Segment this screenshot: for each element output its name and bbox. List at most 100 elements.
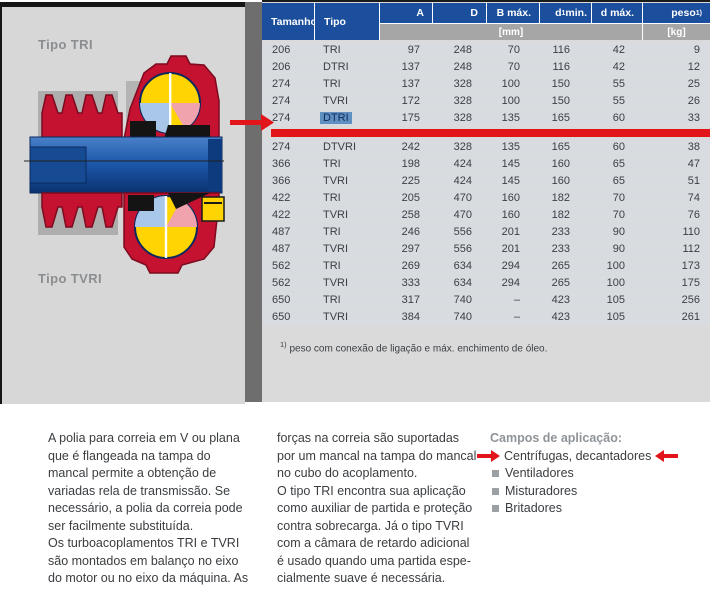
- table-cell: 424: [433, 156, 487, 172]
- application-item-label: Misturadores: [505, 483, 577, 501]
- table-cell: 76: [643, 207, 710, 223]
- table-cell: TVRI: [315, 207, 380, 223]
- row-pointer-arrow-icon: [230, 114, 274, 131]
- table-cell: 70: [487, 59, 540, 75]
- table-cell: 55: [592, 93, 643, 109]
- table-row: 366TRI1984241451606547: [262, 156, 710, 172]
- table-row: 650TVRI384740–423105261: [262, 309, 710, 325]
- col-header-d1-min: d1 min.: [540, 3, 592, 23]
- table-cell: 160: [540, 173, 592, 189]
- table-cell: 182: [540, 190, 592, 206]
- table-cell: TRI: [315, 292, 380, 308]
- table-cell: 556: [433, 241, 487, 257]
- table-cell: 274: [262, 76, 315, 92]
- table-cell: 317: [380, 292, 433, 308]
- table-row: 366TVRI2254241451606551: [262, 173, 710, 189]
- table-cell: 205: [380, 190, 433, 206]
- table-cell: 9: [643, 42, 710, 58]
- col-header-a: A: [380, 3, 433, 23]
- table-cell: 740: [433, 292, 487, 308]
- table-row: 650TRI317740–423105256: [262, 292, 710, 308]
- table-cell: 233: [540, 224, 592, 240]
- table-cell: TRI: [315, 190, 380, 206]
- table-cell: TVRI: [315, 309, 380, 325]
- table-cell: 100: [487, 76, 540, 92]
- table-cell: 198: [380, 156, 433, 172]
- col-header-tamanho: Tamanho: [262, 3, 315, 40]
- application-item: Misturadores: [492, 483, 678, 501]
- table-cell: 424: [433, 173, 487, 189]
- table-cell: 258: [380, 207, 433, 223]
- table-rows-top: 206TRI9724870116429206DTRI13724870116421…: [262, 42, 710, 127]
- table-row: 422TRI2054701601827074: [262, 190, 710, 206]
- table-cell: 116: [540, 59, 592, 75]
- table-cell: TRI: [315, 156, 380, 172]
- table-header: Tamanho Tipo A D B máx. d1 min. d máx. p…: [262, 3, 710, 40]
- table-row: 206TRI9724870116429: [262, 42, 710, 58]
- table-row: 562TVRI333634294265100175: [262, 275, 710, 291]
- table-cell: 26: [643, 93, 710, 109]
- table-cell: TRI: [315, 224, 380, 240]
- table-cell: 248: [433, 59, 487, 75]
- table-cell: 70: [592, 207, 643, 223]
- table-cell: 137: [380, 76, 433, 92]
- footnote-superscript: 1): [280, 340, 287, 349]
- table-cell: 42: [592, 59, 643, 75]
- applications-heading: Campos de aplicação:: [490, 430, 678, 448]
- row-highlight-underline: [271, 129, 710, 137]
- table-cell: 328: [433, 110, 487, 126]
- table-cell: 116: [540, 42, 592, 58]
- dimension-table: Tamanho Tipo A D B máx. d1 min. d máx. p…: [262, 0, 710, 402]
- table-row: 487TRI24655620123390110: [262, 224, 710, 240]
- table-row: 274DTVRI2423281351656038: [262, 139, 710, 155]
- table-cell: 90: [592, 241, 643, 257]
- unit-band-mm: [mm]: [380, 24, 643, 40]
- table-cell: 165: [540, 110, 592, 126]
- table-cell: TVRI: [315, 93, 380, 109]
- table-cell: 422: [262, 207, 315, 223]
- table-cell: 42: [592, 42, 643, 58]
- table-cell: 328: [433, 93, 487, 109]
- unit-band-kg: [kg]: [643, 24, 710, 40]
- col-header-d: D: [433, 3, 487, 23]
- panel-table-divider: [245, 2, 262, 402]
- table-cell: 12: [643, 59, 710, 75]
- peso-superscript: 1): [696, 10, 702, 17]
- illustration-panel: Tipo TRI Tipo TVRI: [0, 2, 245, 404]
- table-cell: 233: [540, 241, 592, 257]
- table-cell: 487: [262, 241, 315, 257]
- table-cell: 384: [380, 309, 433, 325]
- table-cell: 100: [592, 258, 643, 274]
- table-cell: 328: [433, 139, 487, 155]
- table-cell: 150: [540, 93, 592, 109]
- application-item-label: Britadores: [505, 500, 562, 518]
- table-cell: TRI: [315, 258, 380, 274]
- table-cell: 33: [643, 110, 710, 126]
- table-cell: 650: [262, 292, 315, 308]
- table-cell: 97: [380, 42, 433, 58]
- table-cell: 274: [262, 139, 315, 155]
- table-cell: 51: [643, 173, 710, 189]
- table-cell: 74: [643, 190, 710, 206]
- table-row: 487TVRI29755620123390112: [262, 241, 710, 257]
- table-cell: 38: [643, 139, 710, 155]
- table-cell: 105: [592, 292, 643, 308]
- col-header-d-max: d máx.: [592, 3, 643, 23]
- table-cell: 145: [487, 173, 540, 189]
- table-cell: 366: [262, 156, 315, 172]
- table-cell: 274: [262, 93, 315, 109]
- table-cell: DTRI: [315, 59, 380, 75]
- table-cell: 366: [262, 173, 315, 189]
- table-cell: 269: [380, 258, 433, 274]
- table-cell: 470: [433, 190, 487, 206]
- table-cell: 248: [433, 42, 487, 58]
- type-tri-label: Tipo TRI: [38, 37, 93, 52]
- highlight-left-arrow-icon: [477, 450, 500, 462]
- peso-base: peso: [671, 7, 696, 19]
- table-cell: 135: [487, 139, 540, 155]
- table-cell: 225: [380, 173, 433, 189]
- table-cell: 112: [643, 241, 710, 257]
- table-cell: 634: [433, 275, 487, 291]
- table-cell: TRI: [315, 42, 380, 58]
- table-cell: 470: [433, 207, 487, 223]
